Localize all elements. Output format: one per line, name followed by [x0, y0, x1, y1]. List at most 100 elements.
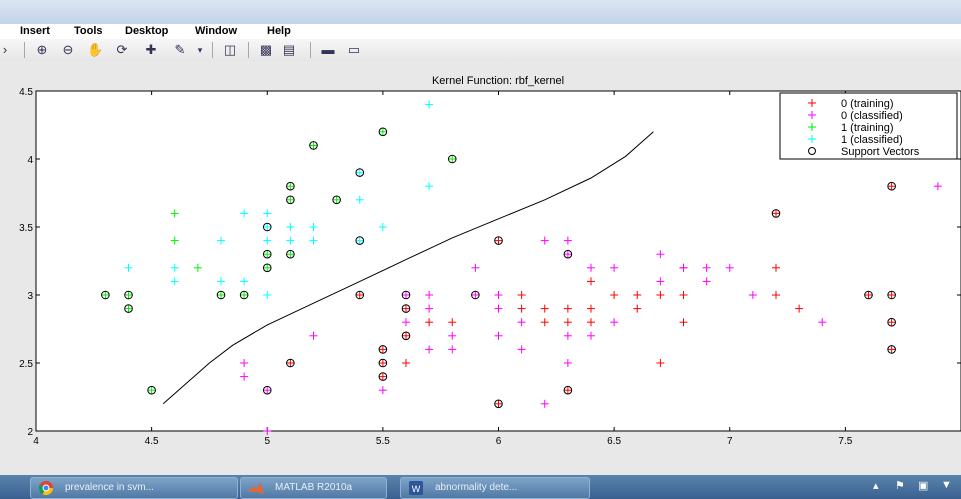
0-classified-point	[818, 318, 827, 327]
support-vector-point	[355, 236, 365, 245]
windows-taskbar: prevalence in svm... MATLAB R2010a W abn…	[0, 475, 961, 499]
1-training-point	[170, 209, 179, 218]
0-training-point	[887, 291, 896, 299]
arrow-icon[interactable]: ›	[2, 42, 8, 57]
toolbar-separator	[310, 42, 311, 58]
taskbar-item-matlab[interactable]: MATLAB R2010a	[240, 477, 387, 499]
menu-insert[interactable]: Insert	[20, 25, 50, 37]
1-training-point	[240, 291, 249, 299]
menu-desktop[interactable]: Desktop	[125, 25, 169, 37]
x-tick-label: 6.5	[607, 436, 621, 447]
support-vector-point	[147, 385, 156, 395]
0-classified-point	[494, 304, 503, 313]
0-classified-point	[240, 359, 249, 367]
support-vector-point	[286, 249, 295, 259]
brush-icon[interactable]: ✎	[174, 42, 186, 57]
0-training-point	[517, 304, 526, 313]
1-classified-point	[286, 236, 295, 245]
taskbar-item-word[interactable]: W abnormality dete...	[400, 477, 590, 499]
support-vector-point	[124, 304, 133, 313]
tray-arrow-icon[interactable]: ▴	[873, 480, 879, 492]
support-vector-point	[887, 317, 896, 327]
0-training-point	[378, 359, 387, 367]
support-vector-point	[378, 372, 388, 381]
scatter-plot[interactable]: Kernel Function: rbf_kernel 4 4.5 5 5.5 6 6.5…	[0, 61, 961, 475]
1-training-point	[170, 236, 179, 245]
support-vector-point	[401, 331, 411, 341]
pan-hand-icon[interactable]: ✋	[87, 42, 104, 57]
tray-flag-icon[interactable]: ⚑	[895, 480, 905, 492]
hide-plot-tools-icon[interactable]: ▬	[321, 42, 335, 57]
0-training-point	[494, 399, 503, 408]
colorbar-icon[interactable]: ▩	[259, 42, 273, 57]
x-tick-label: 5	[264, 436, 270, 447]
support-vector-point	[124, 290, 133, 300]
legend-marker	[808, 123, 816, 131]
1-classified-point	[263, 291, 272, 299]
1-classified-point	[355, 168, 364, 177]
0-classified-point	[240, 372, 249, 381]
0-classified-point	[748, 291, 757, 299]
0-classified-point	[425, 345, 434, 354]
x-tick-label: 7.5	[838, 436, 852, 447]
1-training-point	[193, 263, 202, 272]
0-training-point	[679, 291, 688, 299]
taskbar-item-chrome[interactable]: prevalence in svm...	[30, 477, 238, 499]
0-classified-point	[563, 236, 572, 245]
0-training-point	[656, 291, 665, 299]
x-tick-label: 4.5	[145, 436, 159, 447]
1-classified-point	[309, 236, 318, 245]
x-tick-label: 7	[727, 436, 733, 447]
legend-label: Support Vectors	[841, 146, 920, 158]
0-classified-point	[725, 263, 734, 272]
0-training-point	[448, 318, 457, 327]
legend-marker	[808, 135, 816, 143]
legend-label: 0 (training)	[841, 98, 894, 110]
1-classified-point	[263, 236, 272, 245]
rotate-3d-icon[interactable]: ⟳	[116, 42, 128, 57]
show-plot-tools-icon[interactable]: ▭	[347, 42, 361, 57]
0-classified-point	[494, 291, 503, 299]
0-training-point	[864, 291, 873, 299]
menu-window[interactable]: Window	[195, 25, 238, 37]
1-classified-point	[263, 209, 272, 218]
0-classified-point	[563, 331, 572, 340]
0-classified-point	[540, 236, 549, 245]
tray-volume-icon[interactable]: ▼	[941, 479, 952, 491]
zoom-in-icon[interactable]: ⊕	[36, 42, 48, 57]
support-vector-point	[239, 290, 249, 300]
support-vector-point	[494, 399, 503, 409]
0-training-point	[355, 291, 364, 299]
menu-tools[interactable]: Tools	[74, 25, 103, 37]
zoom-out-icon[interactable]: ⊖	[62, 42, 74, 57]
0-classified-point	[587, 331, 595, 340]
support-vector-point	[262, 222, 272, 232]
legend[interactable]: 0 (training)0 (classified)1 (training)1 …	[779, 92, 958, 160]
0-training-point	[610, 291, 619, 299]
0-training-point	[587, 277, 595, 286]
support-vector-point	[563, 385, 573, 395]
1-training-point	[378, 127, 387, 136]
legend-icon[interactable]: ▤	[282, 42, 296, 57]
support-vector-point	[563, 249, 573, 259]
chrome-icon	[38, 481, 54, 496]
x-tick-label: 5.5	[376, 436, 390, 447]
0-training-point	[425, 318, 434, 327]
0-training-point	[563, 318, 572, 327]
1-training-point	[286, 250, 295, 259]
link-plot-icon[interactable]: ◫	[223, 42, 237, 57]
tray-network-icon[interactable]: ▣	[918, 480, 929, 492]
legend-marker	[808, 99, 816, 107]
y-tick-label: 2	[27, 427, 33, 438]
0-training-point	[772, 291, 780, 299]
dropdown-arrow-icon[interactable]: ▾	[197, 45, 203, 55]
data-cursor-icon[interactable]: ✚	[145, 42, 157, 57]
menu-help[interactable]: Help	[267, 25, 291, 37]
y-tick-label: 4.5	[19, 87, 33, 98]
1-classified-point	[124, 263, 133, 272]
support-vector-point	[887, 345, 896, 354]
1-classified-point	[170, 277, 179, 286]
legend-label: 0 (classified)	[841, 110, 903, 122]
1-classified-point	[378, 223, 387, 231]
word-icon: W	[409, 481, 423, 495]
